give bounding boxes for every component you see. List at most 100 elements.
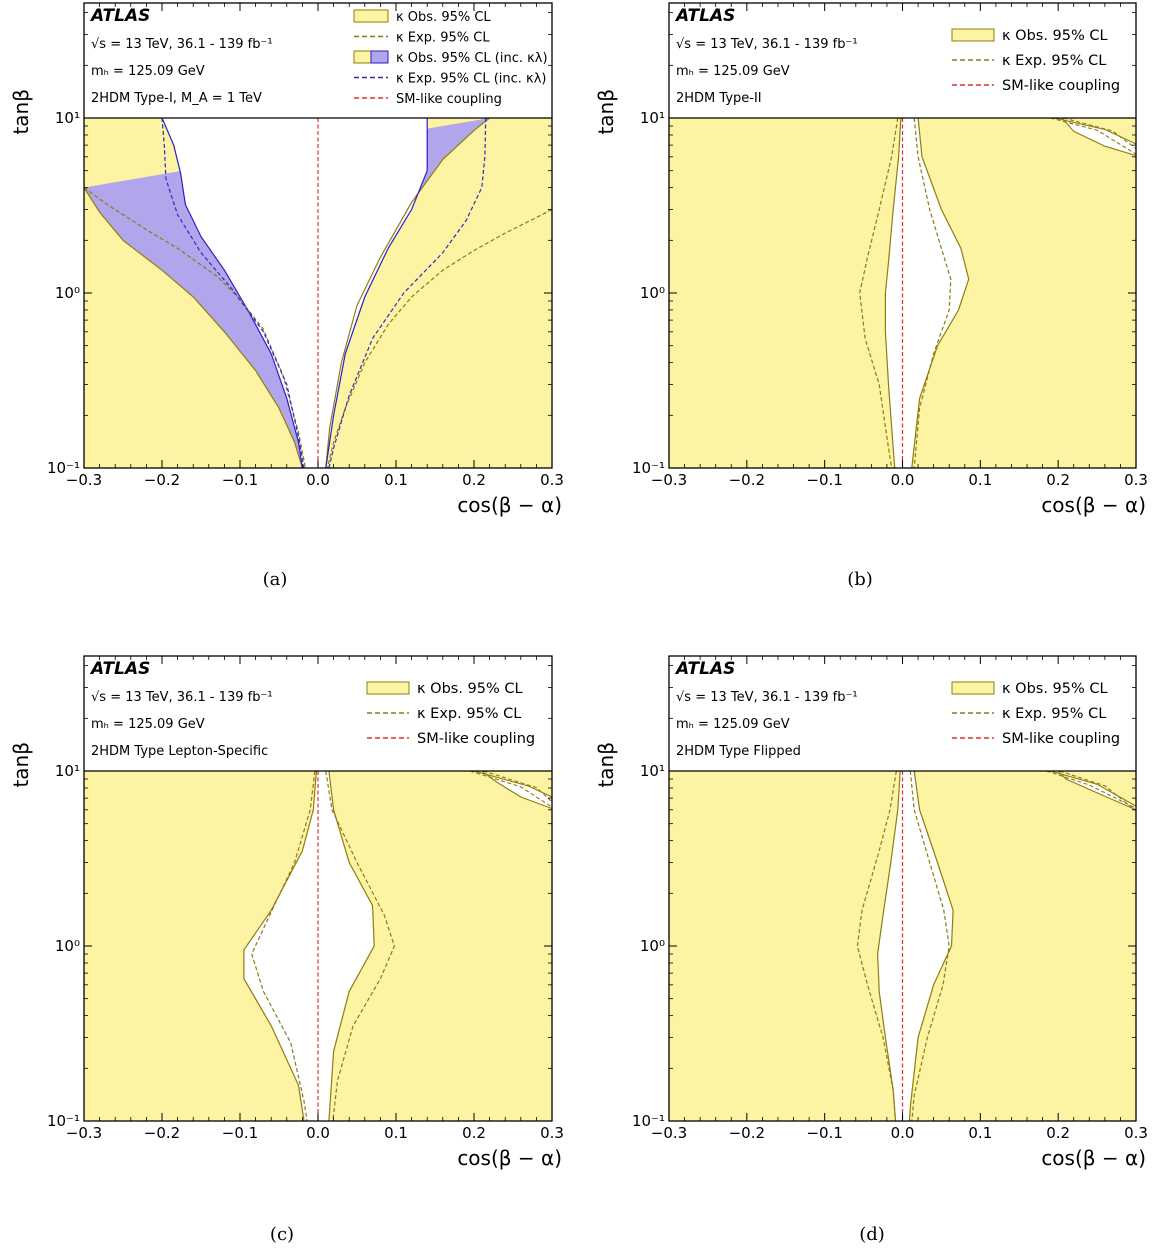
exp-contour-left [856, 771, 897, 1121]
exp-corner-contour-a [1063, 118, 1136, 150]
y-tick-label: 10⁰ [640, 284, 665, 302]
exp-corner-contour-a [483, 771, 552, 803]
panel-caption: (a) [263, 569, 288, 590]
legend: κ Obs. 95% CL κ Exp. 95% CL SM-like coupli… [951, 28, 1120, 94]
info-line: mₕ = 125.09 GeV [91, 64, 205, 79]
info-line: √s = 13 TeV, 36.1 - 139 fb⁻¹ [676, 690, 858, 705]
y-tick-label: 10⁰ [55, 937, 80, 955]
x-tick-label: 0.0 [891, 1124, 915, 1142]
obs-contour-left [876, 771, 901, 1121]
x-tick-label: −0.2 [729, 1124, 765, 1142]
y-tick-label: 10⁻¹ [632, 1112, 665, 1130]
plot-area [84, 771, 552, 1121]
obs-contour-left [84, 187, 303, 468]
legend-swatch-obs-half [353, 50, 372, 64]
legend-label: SM-like coupling [1002, 731, 1120, 747]
exp-corner-contour-b [469, 771, 552, 808]
info-line: 2HDM Type Lepton-Specific [91, 744, 268, 759]
legend-label: κ Exp. 95% CL [417, 706, 521, 722]
legend: κ Obs. 95% CL κ Exp. 95% CL SM-like coupli… [366, 681, 535, 747]
panel-b: −0.3 −0.2 −0.1 0.0 0.1 0.2 0.3 10⁻¹ 10⁰ 10¹ cos(β … [594, 2, 1148, 590]
obs-contour-right [908, 771, 954, 1121]
plot-area [669, 118, 1136, 468]
x-tick-label: −0.2 [729, 471, 765, 489]
exp-corner-contour-a [1059, 771, 1136, 812]
exp-contour-right [325, 771, 396, 1121]
obs-allowed-region [885, 118, 969, 468]
x-tick-label: −0.3 [651, 471, 687, 489]
legend-label: κ Obs. 95% CL (inc. κλ) [396, 51, 548, 66]
legend-label: κ Exp. 95% CL (inc. κλ) [396, 72, 546, 87]
x-tick-label: 0.0 [306, 471, 330, 489]
legend-swatch-obs [353, 9, 389, 23]
info-line: √s = 13 TeV, 36.1 - 139 fb⁻¹ [91, 690, 273, 705]
x-tick-label: −0.3 [651, 1124, 687, 1142]
info-line: mₕ = 125.09 GeV [91, 717, 205, 732]
obs-allowed-corner-band [1050, 771, 1136, 811]
legend-swatch-inc-kl [370, 50, 389, 64]
info-line: √s = 13 TeV, 36.1 - 139 fb⁻¹ [676, 37, 858, 52]
legend-label: κ Obs. 95% CL [1002, 681, 1108, 697]
atlas-label: ATLAS [89, 6, 150, 26]
panel-caption: (d) [859, 1224, 885, 1245]
obs-contour-left [243, 771, 317, 1121]
obs-contour-left [884, 118, 902, 468]
plot-area [669, 771, 1136, 1121]
legend-label: κ Obs. 95% CL [396, 10, 491, 25]
exp-contour-right [913, 118, 952, 468]
exp-corner-contour-b [1046, 771, 1136, 809]
legend: κ Obs. 95% CL κ Exp. 95% CL κ Obs. 95% CL … [353, 9, 548, 107]
x-tick-label: 0.1 [968, 471, 992, 489]
panel-a: −0.3 −0.2 −0.1 0.0 0.1 0.2 0.3 10⁻¹ 10⁰ 10¹ cos(β … [9, 2, 564, 590]
y-axis-label: tanβ [9, 742, 33, 788]
info-line: √s = 13 TeV, 36.1 - 139 fb⁻¹ [91, 37, 273, 52]
obs-allowed-region [877, 771, 954, 1121]
info-line: mₕ = 125.09 GeV [676, 717, 790, 732]
x-tick-label: −0.1 [222, 471, 258, 489]
y-tick-label: 10⁰ [55, 284, 80, 302]
panel-caption: (c) [270, 1224, 294, 1245]
atlas-label: ATLAS [89, 659, 150, 679]
y-axis-label: tanβ [9, 89, 33, 135]
legend-label: SM-like coupling [396, 92, 502, 107]
x-tick-label: −0.2 [144, 471, 180, 489]
y-tick-label: 10⁰ [640, 937, 665, 955]
x-tick-label: 0.3 [540, 471, 564, 489]
legend-label: κ Obs. 95% CL [417, 681, 523, 697]
x-tick-label: 0.2 [462, 1124, 486, 1142]
inc-kl-obs-allowed-region [162, 118, 428, 468]
info-line: 2HDM Type-II [676, 91, 762, 106]
y-tick-label: 10¹ [55, 762, 80, 780]
inc-kl-exp-contour-left [161, 118, 305, 468]
x-tick-label: −0.3 [66, 471, 102, 489]
obs-allowed-region [243, 771, 375, 1121]
exp-contour-left [251, 771, 316, 1121]
legend-label: κ Exp. 95% CL [396, 31, 490, 46]
x-tick-label: 0.3 [1124, 1124, 1148, 1142]
x-tick-label: 0.1 [384, 1124, 408, 1142]
x-tick-label: 0.2 [462, 471, 486, 489]
y-tick-label: 10⁻¹ [47, 1112, 80, 1130]
inc-kl-obs-contour-left [161, 118, 303, 468]
x-tick-label: 0.3 [540, 1124, 564, 1142]
x-tick-label: 0.3 [1124, 471, 1148, 489]
x-tick-label: −0.1 [222, 1124, 258, 1142]
x-tick-label: 0.2 [1046, 1124, 1070, 1142]
info-line: mₕ = 125.09 GeV [676, 64, 790, 79]
obs-allowed-corner-band [473, 771, 552, 810]
y-tick-label: 10¹ [640, 762, 665, 780]
y-tick-label: 10⁻¹ [632, 459, 665, 477]
atlas-label: ATLAS [674, 659, 735, 679]
x-axis-label: cos(β − α) [457, 493, 562, 517]
legend-swatch-obs [366, 681, 410, 695]
legend-label: SM-like coupling [417, 731, 535, 747]
exp-corner-contour-b [1050, 118, 1136, 155]
y-axis-label: tanβ [594, 89, 618, 135]
legend-label: SM-like coupling [1002, 78, 1120, 94]
panel-c: −0.3 −0.2 −0.1 0.0 0.1 0.2 0.3 10⁻¹ 10⁰ 10¹ cos(β … [9, 655, 564, 1245]
x-tick-label: 0.0 [891, 471, 915, 489]
x-axis-label: cos(β − α) [1041, 1146, 1146, 1170]
legend-swatch-obs [951, 681, 995, 695]
x-tick-label: −0.3 [66, 1124, 102, 1142]
info-line: 2HDM Type-I, M_A = 1 TeV [91, 91, 262, 106]
